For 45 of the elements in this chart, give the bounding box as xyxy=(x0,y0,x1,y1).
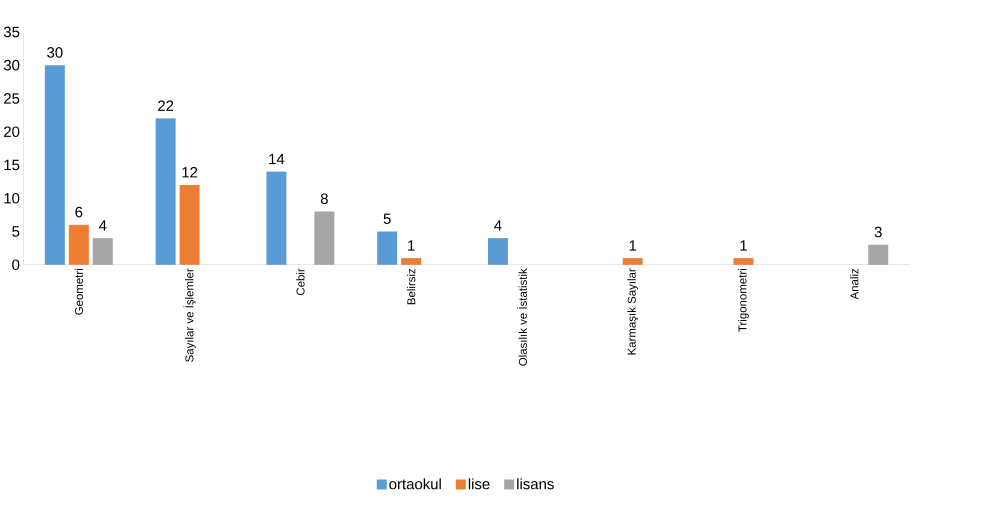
data-label: 4 xyxy=(99,220,107,231)
data-label: 1 xyxy=(408,240,415,251)
x-tick-label: Olasılık ve İstatistik xyxy=(516,268,527,366)
legend-label: lisans xyxy=(517,478,554,490)
x-tick-label: Geometri xyxy=(74,269,84,315)
y-tick-label: 5 xyxy=(12,226,20,237)
y-tick-label: 15 xyxy=(4,160,20,170)
data-label: 12 xyxy=(182,167,198,178)
y-tick-label: 25 xyxy=(4,93,20,104)
legend-label: lise xyxy=(468,478,490,490)
y-tick-label: 0 xyxy=(12,260,20,270)
bar xyxy=(733,258,754,265)
bar xyxy=(314,212,334,265)
bar xyxy=(156,118,176,265)
bar xyxy=(488,238,508,265)
bar xyxy=(266,172,286,265)
bar xyxy=(622,258,643,265)
bar xyxy=(92,238,113,265)
y-tick-label: 20 xyxy=(4,126,20,138)
data-label: 3 xyxy=(874,226,882,238)
data-label: 1 xyxy=(740,240,747,251)
data-label: 30 xyxy=(47,47,63,58)
bar xyxy=(868,245,888,265)
x-tick-label: Cebir xyxy=(296,268,305,296)
data-label: 5 xyxy=(384,214,391,224)
y-tick-label: 30 xyxy=(4,60,20,71)
x-tick-label: Belirsiz xyxy=(406,269,416,304)
data-label: 14 xyxy=(269,154,284,164)
x-tick-label: Karmaşık Sayılar xyxy=(627,268,638,355)
x-tick-label: Trigonometri xyxy=(738,269,749,332)
y-tick-label: 35 xyxy=(4,26,20,38)
y-tick-label: 10 xyxy=(4,193,20,204)
x-tick-label: Sayılar ve İşlemler xyxy=(183,268,196,362)
bar xyxy=(68,225,89,265)
data-label: 22 xyxy=(158,100,174,112)
legend-label: ortaokul xyxy=(389,478,441,490)
data-label: 4 xyxy=(494,220,502,231)
data-label: 8 xyxy=(320,194,328,204)
data-label: 6 xyxy=(75,206,82,218)
bar xyxy=(377,232,398,265)
bar xyxy=(180,185,200,265)
bar xyxy=(44,65,65,265)
bar xyxy=(401,258,422,265)
data-label: 1 xyxy=(630,240,636,251)
x-tick-label: Analiz xyxy=(850,269,858,300)
